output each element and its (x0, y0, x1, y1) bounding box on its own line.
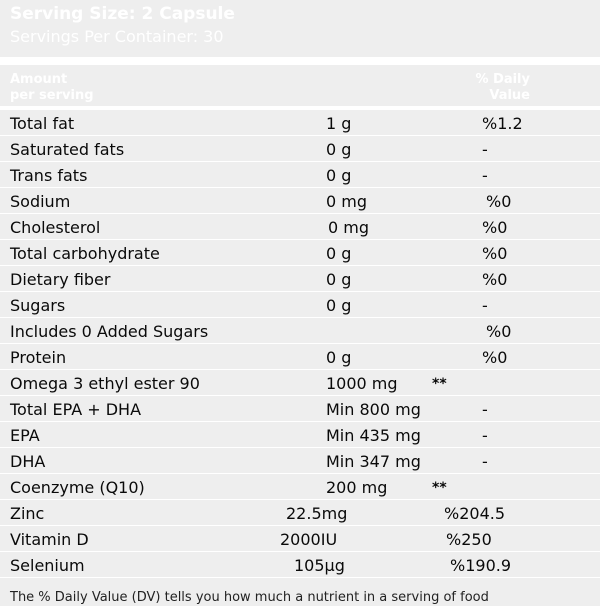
nutrient-daily-value: %1.2 (482, 114, 523, 133)
nutrient-daily-value: %0 (482, 348, 508, 367)
nutrient-daily-value: - (482, 452, 488, 471)
thick-divider (0, 57, 600, 65)
nutrient-amount: 0 g (326, 348, 352, 367)
nutrient-name: EPA (10, 426, 40, 445)
nutrient-daily-value: - (482, 400, 488, 419)
nutrient-row-total-fat: Total fat 1 g %1.2 (0, 110, 600, 136)
dv-header-line2: Value (489, 88, 530, 103)
nutrient-amount: 1 g (326, 114, 352, 133)
nutrient-daily-value: - (482, 426, 488, 445)
nutrient-amount: 105µg (294, 556, 345, 575)
nutrient-amount: Min 435 mg (326, 426, 421, 445)
nutrient-daily-value: %0 (486, 322, 512, 341)
nutrient-amount: Min 800 mg (326, 400, 421, 419)
nutrient-row-epa: EPA Min 435 mg - (0, 422, 600, 448)
nutrient-name: Vitamin D (10, 530, 89, 549)
nutrient-row-total-carbohydrate: Total carbohydrate 0 g %0 (0, 240, 600, 266)
nutrient-row-total-epa-dha: Total EPA + DHA Min 800 mg - (0, 396, 600, 422)
daily-value-header: % Daily Value (460, 72, 530, 104)
amount-per-serving-header: Amount per serving (10, 72, 94, 104)
nutrient-name: Cholesterol (10, 218, 101, 237)
nutrient-daily-value: ** (432, 376, 447, 392)
amount-header-line2: per serving (10, 88, 94, 103)
medium-divider (0, 106, 600, 110)
nutrient-amount: 1000 mg (326, 374, 398, 393)
nutrient-daily-value: %204.5 (444, 504, 506, 523)
nutrient-name: Selenium (10, 556, 85, 575)
nutrient-amount: 2000IU (280, 530, 338, 549)
nutrient-row-added-sugars: Includes 0 Added Sugars %0 (0, 318, 600, 344)
nutrient-amount: 200 mg (326, 478, 388, 497)
nutrient-amount: Min 347 mg (326, 452, 421, 471)
nutrient-daily-value: %250 (446, 530, 492, 549)
nutrient-row-trans-fats: Trans fats 0 g - (0, 162, 600, 188)
nutrient-name: Trans fats (10, 166, 88, 185)
nutrient-row-sodium: Sodium 0 mg %0 (0, 188, 600, 214)
nutrient-name: Sugars (10, 296, 66, 315)
nutrient-row-cholesterol: Cholesterol 0 mg %0 (0, 214, 600, 240)
nutrient-name: Total EPA + DHA (10, 400, 142, 419)
nutrient-name: Dietary fiber (10, 270, 111, 289)
nutrient-daily-value: ** (432, 480, 447, 496)
nutrient-daily-value: %0 (482, 218, 508, 237)
nutrient-name: Saturated fats (10, 140, 125, 159)
nutrient-daily-value: - (482, 296, 488, 315)
nutrient-row-saturated-fats: Saturated fats 0 g - (0, 136, 600, 162)
daily-value-footnote: The % Daily Value (DV) tells you how muc… (10, 590, 489, 605)
nutrient-daily-value: - (482, 140, 488, 159)
nutrient-name: Sodium (10, 192, 71, 211)
nutrient-name: Protein (10, 348, 67, 367)
nutrient-amount: 0 g (326, 166, 352, 185)
nutrient-name: Coenzyme (Q10) (10, 478, 145, 497)
nutrient-row-zinc: Zinc 22.5mg %204.5 (0, 500, 600, 526)
nutrient-name: Omega 3 ethyl ester 90 (10, 374, 200, 393)
nutrient-row-selenium: Selenium 105µg %190.9 (0, 552, 600, 578)
servings-per-container: Servings Per Container: 30 (10, 27, 224, 46)
amount-header-line1: Amount (10, 72, 68, 87)
nutrient-name: DHA (10, 452, 46, 471)
nutrient-daily-value: - (482, 166, 488, 185)
nutrient-row-vitamin-d: Vitamin D 2000IU %250 (0, 526, 600, 552)
nutrient-row-coenzyme-q10: Coenzyme (Q10) 200 mg ** (0, 474, 600, 500)
nutrient-daily-value: %0 (482, 244, 508, 263)
nutrient-daily-value: %0 (486, 192, 512, 211)
dv-header-line1: % Daily (475, 72, 530, 87)
nutrient-name: Includes 0 Added Sugars (10, 322, 209, 341)
nutrient-amount: 22.5mg (286, 504, 348, 523)
serving-size: Serving Size: 2 Capsule (10, 4, 235, 24)
nutrient-row-dietary-fiber: Dietary fiber 0 g %0 (0, 266, 600, 292)
nutrient-name: Total carbohydrate (10, 244, 160, 263)
nutrient-daily-value: %190.9 (450, 556, 512, 575)
nutrient-amount: 0 g (326, 244, 352, 263)
nutrient-row-omega-3: Omega 3 ethyl ester 90 1000 mg ** (0, 370, 600, 396)
nutrient-amount: 0 mg (328, 218, 370, 237)
nutrient-daily-value: %0 (482, 270, 508, 289)
nutrient-amount: 0 g (326, 296, 352, 315)
nutrient-amount: 0 g (326, 140, 352, 159)
nutrient-row-dha: DHA Min 347 mg - (0, 448, 600, 474)
nutrient-amount: 0 g (326, 270, 352, 289)
nutrient-row-sugars: Sugars 0 g - (0, 292, 600, 318)
nutrient-row-protein: Protein 0 g %0 (0, 344, 600, 370)
nutrient-amount: 0 mg (326, 192, 368, 211)
nutrient-name: Zinc (10, 504, 45, 523)
nutrient-name: Total fat (10, 114, 75, 133)
